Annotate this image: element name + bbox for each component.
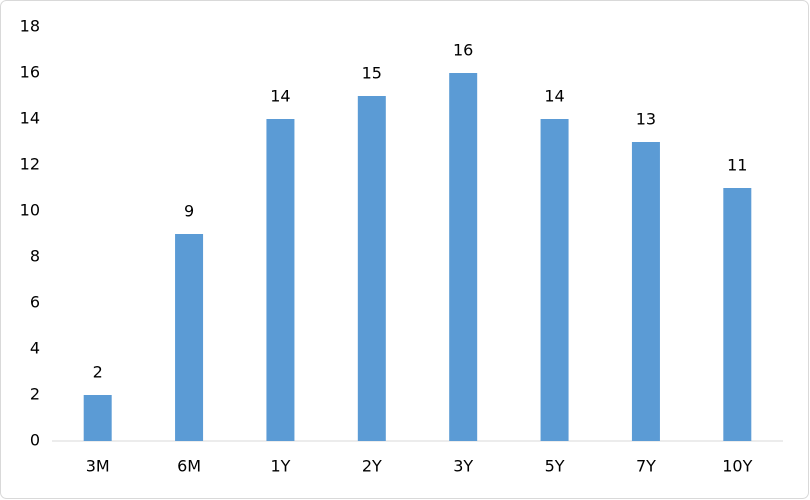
bar: [266, 119, 295, 441]
y-tick-label: 0: [30, 431, 40, 450]
y-tick-label: 16: [20, 63, 40, 82]
data-label: 2: [93, 363, 103, 382]
data-label: 15: [362, 64, 382, 83]
bar: [540, 119, 569, 441]
x-tick-label: 7Y: [636, 457, 656, 476]
data-label: 13: [636, 110, 656, 129]
bar: [723, 188, 752, 441]
data-label: 14: [544, 87, 564, 106]
y-tick-label: 14: [20, 109, 40, 128]
y-tick-label: 18: [20, 17, 40, 36]
data-label: 9: [184, 202, 194, 221]
y-tick-label: 6: [30, 293, 40, 312]
data-label: 16: [453, 41, 473, 60]
y-tick-label: 8: [30, 247, 40, 266]
x-tick-label: 2Y: [362, 457, 382, 476]
y-tick-label: 12: [20, 155, 40, 174]
x-tick-label: 3Y: [453, 457, 473, 476]
y-tick-label: 4: [30, 339, 40, 358]
bar: [631, 142, 660, 441]
y-tick-label: 2: [30, 385, 40, 404]
bar: [83, 395, 112, 441]
bar: [175, 234, 204, 441]
bar: [449, 73, 478, 441]
x-tick-label: 3M: [86, 457, 110, 476]
x-tick-label: 1Y: [270, 457, 290, 476]
bar: [357, 96, 386, 441]
data-label: 14: [270, 87, 290, 106]
x-tick-label: 5Y: [545, 457, 565, 476]
x-tick-label: 10Y: [722, 457, 752, 476]
x-tick-label: 6M: [177, 457, 201, 476]
y-tick-label: 10: [20, 201, 40, 220]
data-label: 11: [727, 156, 747, 175]
